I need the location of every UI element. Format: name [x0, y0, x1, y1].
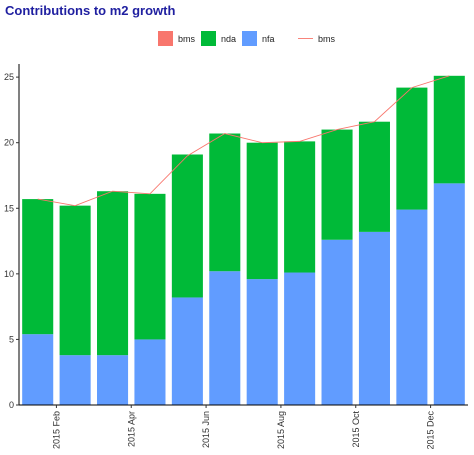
legend-label-bms: bms [178, 34, 196, 44]
bar-nfa-1 [22, 334, 54, 405]
bar-nda-9 [321, 129, 353, 240]
y-axis: 0 5 10 15 20 25 [4, 64, 20, 410]
x-tick-label: 2015 Oct [351, 411, 361, 448]
bar-nfa-2 [59, 355, 91, 405]
bar-nda-1 [22, 199, 54, 335]
legend: bms nda nfa bms [158, 31, 336, 46]
legend-swatch-nfa [242, 31, 257, 46]
bar-nda-7 [246, 142, 278, 280]
y-tick-label: 15 [4, 203, 14, 213]
legend-swatch-nda [201, 31, 216, 46]
chart-title: Contributions to m2 growth [5, 3, 176, 18]
bar-nfa-7 [246, 279, 278, 405]
y-tick-label: 5 [9, 334, 14, 344]
bar-nfa-4 [134, 339, 166, 405]
bar-nda-10 [358, 121, 390, 232]
x-tick-label: 2015 Feb [51, 411, 61, 449]
bar-nfa-3 [97, 355, 129, 405]
legend-swatch-bms [158, 31, 173, 46]
x-tick-label: 2015 Dec [426, 411, 436, 450]
legend-label-nfa: nfa [262, 34, 275, 44]
x-axis: 2015 Feb 2015 Apr 2015 Jun 2015 Aug 2015 Oct… [19, 404, 468, 450]
x-tick-label: 2015 Aug [276, 411, 286, 449]
bar-nfa-5 [171, 297, 203, 405]
bms-line [37, 75, 450, 207]
bar-nfa-12 [433, 183, 465, 405]
bms-line-layer [37, 75, 450, 207]
x-tick-label: 2015 Jun [201, 411, 211, 448]
legend-label-nda: nda [221, 34, 236, 44]
bar-nfa-10 [358, 231, 390, 405]
bar-nda-12 [433, 75, 465, 184]
y-tick-label: 25 [4, 72, 14, 82]
y-tick-label: 20 [4, 138, 14, 148]
bars-layer [22, 75, 465, 405]
bar-nda-8 [284, 141, 316, 273]
bar-nfa-9 [321, 239, 353, 405]
legend-label-bms: bms [318, 34, 336, 44]
bar-nda-4 [134, 193, 166, 340]
bar-nfa-8 [284, 272, 316, 405]
bar-nda-3 [97, 191, 129, 356]
y-tick-label: 10 [4, 269, 14, 279]
bar-nda-2 [59, 205, 91, 356]
x-tick-label: 2015 Apr [126, 411, 136, 447]
bar-nfa-11 [396, 209, 428, 405]
bar-nfa-6 [209, 271, 241, 405]
bar-nda-11 [396, 87, 428, 210]
bar-nda-6 [209, 133, 241, 272]
y-tick-label: 0 [9, 400, 14, 410]
bar-nda-5 [171, 154, 203, 298]
